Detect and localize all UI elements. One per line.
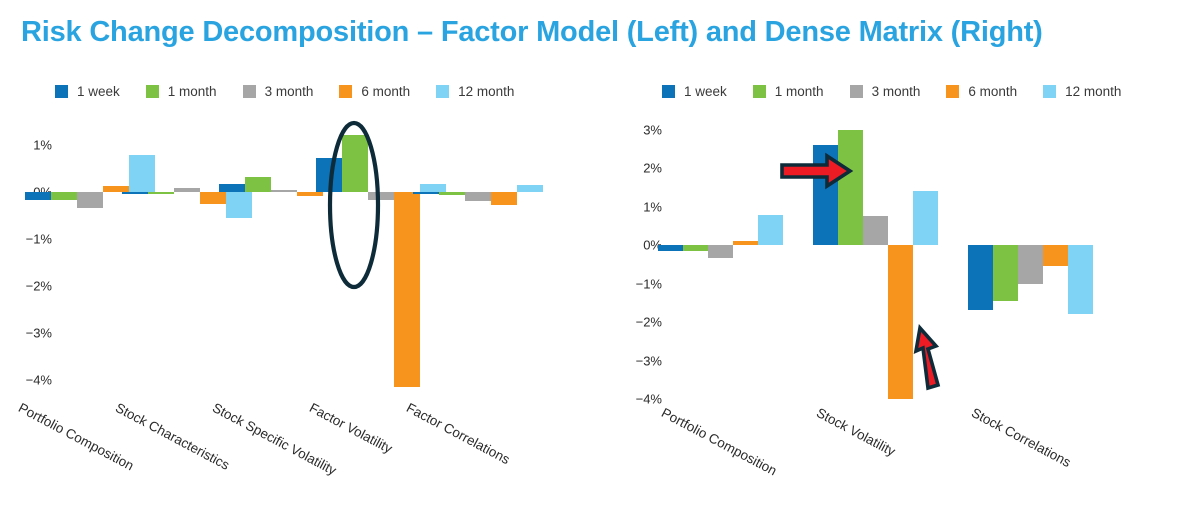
bar-left-c2-s0[interactable] (219, 184, 245, 192)
legend-swatch-12-month (436, 85, 450, 98)
bar-left-c3-s3[interactable] (394, 192, 420, 388)
bar-left-c1-s1[interactable] (148, 192, 174, 194)
bar-right-c1-s1[interactable] (837, 129, 863, 245)
legend-label-1-week: 1 week (684, 84, 727, 99)
y-axis-tick: 0% (643, 237, 662, 253)
bar-left-c3-s1[interactable] (342, 134, 368, 192)
y-axis-tick: −1% (25, 231, 52, 247)
chart-panel-right: 1 week 1 month 3 month 6 month 12 month … (600, 70, 1189, 520)
page-title: Risk Change Decomposition – Factor Model… (21, 16, 1043, 48)
bar-right-c2-s3[interactable] (1042, 245, 1068, 267)
plot-area-right: 3% 2% 1% 0% −1% −2% −3% −4% Portfolio Compositi… (600, 70, 1189, 520)
legend-right: 1 week 1 month 3 month 6 month 12 month (662, 84, 1147, 99)
legend-swatch-3-month (849, 85, 863, 98)
legend-label-3-month: 3 month (264, 84, 314, 99)
red-arrow-up (913, 324, 953, 391)
bar-right-c1-s3[interactable] (887, 245, 913, 399)
y-axis-tick: −1% (635, 276, 662, 291)
bar-left-c4-s1[interactable] (439, 192, 465, 195)
legend-item-1-month[interactable]: 1 month (752, 84, 824, 99)
bar-left-c2-s2[interactable] (271, 190, 297, 192)
legend-label-3-month: 3 month (871, 84, 921, 99)
legend-swatch-1-week (55, 85, 68, 98)
legend-item-3-month[interactable]: 3 month (242, 84, 314, 99)
bar-right-c2-s0[interactable] (967, 245, 993, 311)
bar-right-c2-s1[interactable] (992, 245, 1018, 301)
legend-label-1-month: 1 month (774, 84, 824, 99)
y-axis-tick: −2% (25, 278, 52, 294)
bar-left-c3-s2[interactable] (368, 192, 394, 201)
legend-item-6-month[interactable]: 6 month (946, 84, 1017, 99)
bar-left-c0-s0[interactable] (25, 192, 51, 201)
bar-right-c0-s1[interactable] (682, 245, 708, 251)
y-axis-tick: 1% (643, 199, 662, 214)
legend-label-6-month: 6 month (968, 84, 1018, 99)
y-axis-tick: 3% (643, 122, 662, 137)
bar-left-c4-s3[interactable] (491, 192, 517, 206)
bar-left-c0-s4[interactable] (129, 155, 155, 192)
legend-item-1-week[interactable]: 1 week (662, 84, 727, 99)
bar-left-c1-s0[interactable] (122, 192, 148, 194)
legend-swatch-1-month (145, 85, 159, 98)
chart-panel-left: 1 week 1 month 3 month 6 month 12 month … (0, 70, 600, 520)
bar-left-c3-s4[interactable] (420, 183, 446, 192)
legend-label-6-month: 6 month (361, 84, 411, 99)
legend-swatch-12-month (1043, 85, 1057, 98)
y-axis-tick: 1% (33, 137, 52, 153)
legend-left: 1 week 1 month 3 month 6 month 12 month (55, 84, 540, 99)
legend-label-12-month: 12 month (458, 84, 515, 99)
legend-item-12-month[interactable]: 12 month (1043, 84, 1121, 99)
y-axis-tick: −4% (25, 372, 52, 388)
y-axis-tick: −2% (635, 314, 662, 330)
y-axis-tick: 2% (643, 160, 662, 176)
legend-item-3-month[interactable]: 3 month (849, 84, 921, 99)
bar-left-c4-s4[interactable] (517, 184, 543, 192)
bar-right-c0-s3[interactable] (732, 241, 758, 245)
red-arrow-right (780, 152, 854, 190)
bar-right-c1-s2[interactable] (862, 216, 888, 245)
bars-right (600, 70, 1189, 520)
plot-area-left: 1%0%−1%−2%−3%−4% Portfolio CompositionSt… (0, 70, 600, 520)
bar-right-c1-s4[interactable] (912, 191, 938, 245)
y-axis-tick: −4% (635, 391, 662, 407)
bar-right-c0-s2[interactable] (707, 245, 733, 259)
bar-left-c4-s2[interactable] (465, 192, 491, 202)
bar-right-c0-s0[interactable] (657, 245, 683, 252)
highlight-ellipse (327, 120, 381, 290)
bar-left-c0-s3[interactable] (103, 186, 129, 192)
bars-left (0, 70, 600, 520)
legend-swatch-6-month (946, 85, 960, 98)
bar-left-c0-s1[interactable] (51, 192, 77, 201)
bar-left-c1-s3[interactable] (200, 192, 226, 204)
y-axis-tick: −3% (635, 353, 662, 368)
legend-item-1-month[interactable]: 1 month (145, 84, 217, 99)
bar-left-c2-s3[interactable] (297, 192, 323, 196)
legend-label-1-week: 1 week (77, 84, 120, 99)
legend-swatch-1-week (662, 85, 675, 98)
bar-left-c4-s0[interactable] (413, 192, 439, 194)
legend-swatch-3-month (242, 85, 256, 98)
legend-swatch-6-month (339, 85, 353, 98)
bar-right-c2-s2[interactable] (1017, 245, 1043, 284)
legend-label-1-month: 1 month (167, 84, 217, 99)
bar-right-c0-s4[interactable] (757, 214, 783, 245)
bar-left-c1-s4[interactable] (226, 192, 252, 218)
y-axis-tick: −3% (25, 325, 52, 341)
legend-item-6-month[interactable]: 6 month (339, 84, 410, 99)
legend-item-1-week[interactable]: 1 week (55, 84, 120, 99)
bar-right-c2-s4[interactable] (1067, 245, 1093, 315)
bar-left-c2-s1[interactable] (245, 176, 271, 192)
bar-left-c0-s2[interactable] (77, 192, 103, 209)
bar-left-c1-s2[interactable] (174, 188, 200, 192)
legend-label-12-month: 12 month (1065, 84, 1122, 99)
legend-item-12-month[interactable]: 12 month (436, 84, 514, 99)
legend-swatch-1-month (752, 85, 766, 98)
